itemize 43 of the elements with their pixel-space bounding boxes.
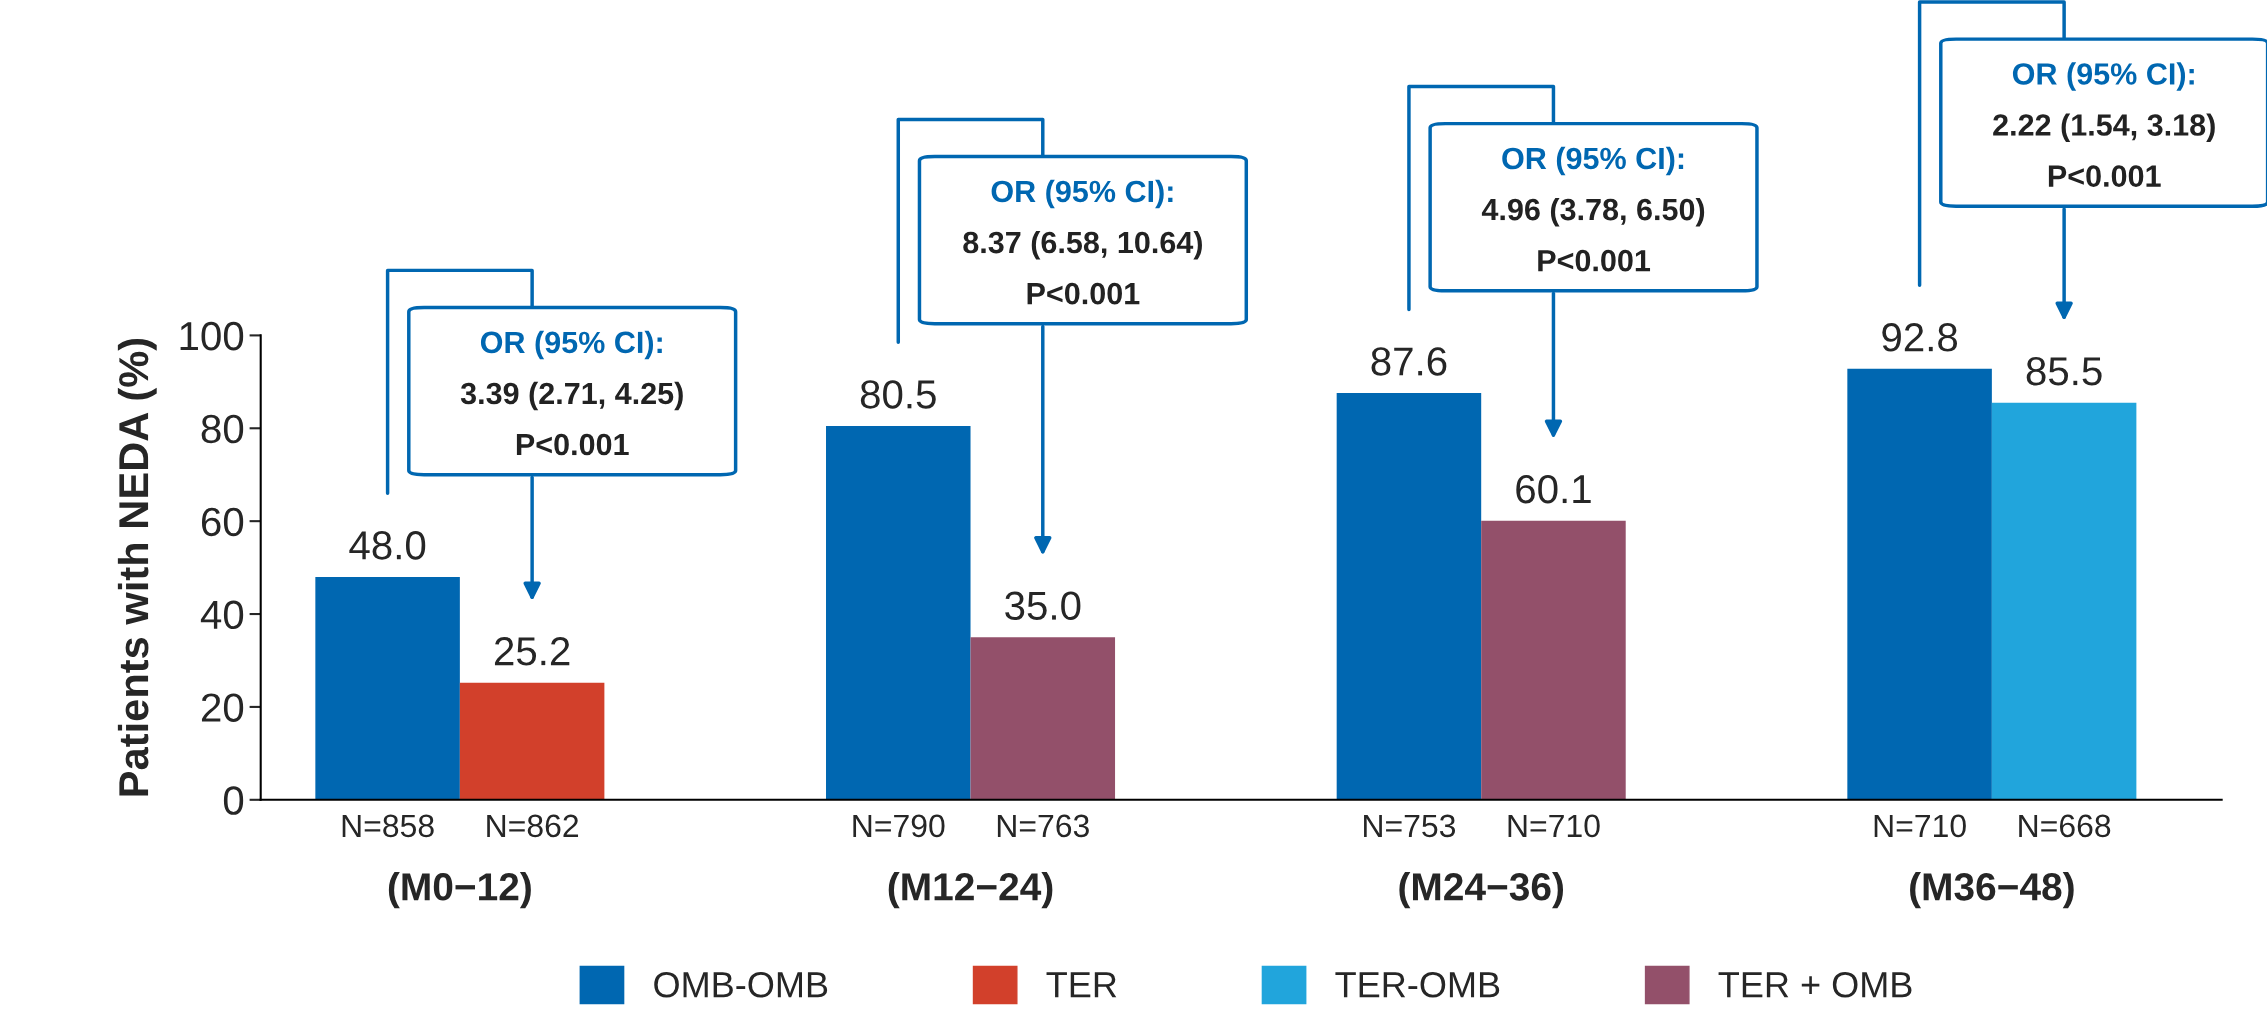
text: OR (95% CI): 2.22 (1.54, 3.18) P<0.001	[1993, 62, 2215, 187]
legend-label: TER-OMB	[1335, 971, 1500, 998]
text: N=790	[853, 814, 945, 838]
data-label: 80.5	[860, 380, 936, 409]
text: N=763	[997, 814, 1089, 838]
bar	[1991, 402, 2137, 800]
y-tick-label: 80	[201, 414, 244, 444]
legend-label: TER + OMB	[1718, 971, 1912, 998]
text: N=710	[1874, 814, 1966, 838]
bar	[1847, 368, 1992, 800]
y-tick-label: 100	[180, 321, 244, 351]
y-axis-title: Patients with NEDA (%)	[117, 338, 157, 796]
data-label: 85.5	[2026, 356, 2102, 386]
data-label: 87.6	[1371, 347, 1447, 376]
y-tick-label: 60	[201, 507, 244, 537]
x-tick-label: (M12−24)	[888, 872, 1053, 909]
text: N=858	[342, 814, 434, 838]
y-tick-label: 40	[200, 600, 244, 630]
text: OR (95% CI): 8.37 (6.58, 10.64) P<0.001	[963, 179, 1202, 305]
bar	[826, 425, 971, 800]
bar	[1336, 392, 1482, 800]
legend-label: OMB-OMB	[654, 971, 828, 998]
bar	[315, 576, 460, 800]
bar	[970, 637, 1116, 800]
y-tick-label: 0	[223, 786, 244, 815]
x-tick-label: (M0−12)	[388, 872, 531, 909]
text: N=668	[2019, 814, 2111, 838]
data-label: 48.0	[349, 531, 426, 560]
data-label: 92.8	[1882, 323, 1958, 352]
text: OR (95% CI): 4.96 (3.78, 6.50) P<0.001	[1481, 146, 1705, 272]
text: N=862	[487, 814, 579, 838]
text: N=710	[1508, 814, 1600, 838]
legend-label: TER	[1046, 972, 1117, 998]
x-tick-label: (M24−36)	[1399, 872, 1564, 909]
data-label: 25.2	[494, 637, 570, 666]
data-label: 60.1	[1516, 474, 1591, 504]
bar	[459, 682, 605, 800]
bar	[1481, 520, 1626, 800]
text: N=753	[1364, 814, 1456, 838]
y-tick-label: 20	[201, 693, 244, 722]
x-tick-label: (M36−48)	[1910, 872, 2074, 909]
annotation: OR (95% CI): 3.39 (2.71, 4.25) P<0.001	[460, 330, 683, 456]
data-label: 35.0	[1005, 591, 1081, 621]
